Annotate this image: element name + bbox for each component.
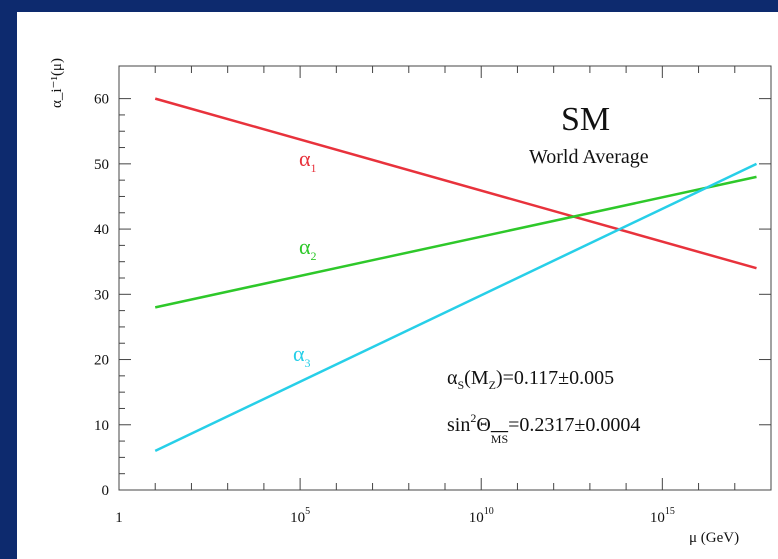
series-label-alpha2: α2 <box>299 234 317 263</box>
x-tick-label: 1015 <box>650 506 675 526</box>
y-tick-label: 0 <box>102 483 110 499</box>
series-label-alpha3: α3 <box>293 341 311 370</box>
annotation-alpha-s: αS(MZ)=0.117±0.005 <box>447 367 614 392</box>
y-tick-label: 60 <box>94 92 109 108</box>
chart-panel: 0 10 20 30 40 50 60 1 105 1010 1015 SM World Avera… <box>17 12 778 559</box>
x-axis-label: μ (GeV) <box>689 530 739 546</box>
x-tick-label: 1010 <box>469 506 494 526</box>
y-tick-label: 40 <box>94 222 109 238</box>
series-label-alpha1: α1 <box>299 146 317 175</box>
x-tick-label: 105 <box>290 506 310 526</box>
chart-title: SM <box>561 101 610 138</box>
chart-subtitle: World Average <box>529 146 649 168</box>
chart: 0 10 20 30 40 50 60 1 105 1010 1015 SM World Avera… <box>49 58 772 546</box>
y-tick-label: 10 <box>94 418 109 434</box>
series-line-α2 <box>154 175 757 309</box>
x-tick-label: 1 <box>115 510 123 526</box>
y-tick-label: 20 <box>94 353 109 369</box>
y-tick-label: 50 <box>94 157 109 173</box>
y-tick-label: 30 <box>94 287 109 303</box>
y-axis-label: α_i⁻¹(μ) <box>49 58 65 108</box>
annotation-sin2theta: sin2ΘMS=0.2317±0.0004 <box>447 411 640 446</box>
plot-frame <box>118 65 772 491</box>
series-line-α1 <box>154 97 757 270</box>
series-line-α3 <box>154 162 758 452</box>
